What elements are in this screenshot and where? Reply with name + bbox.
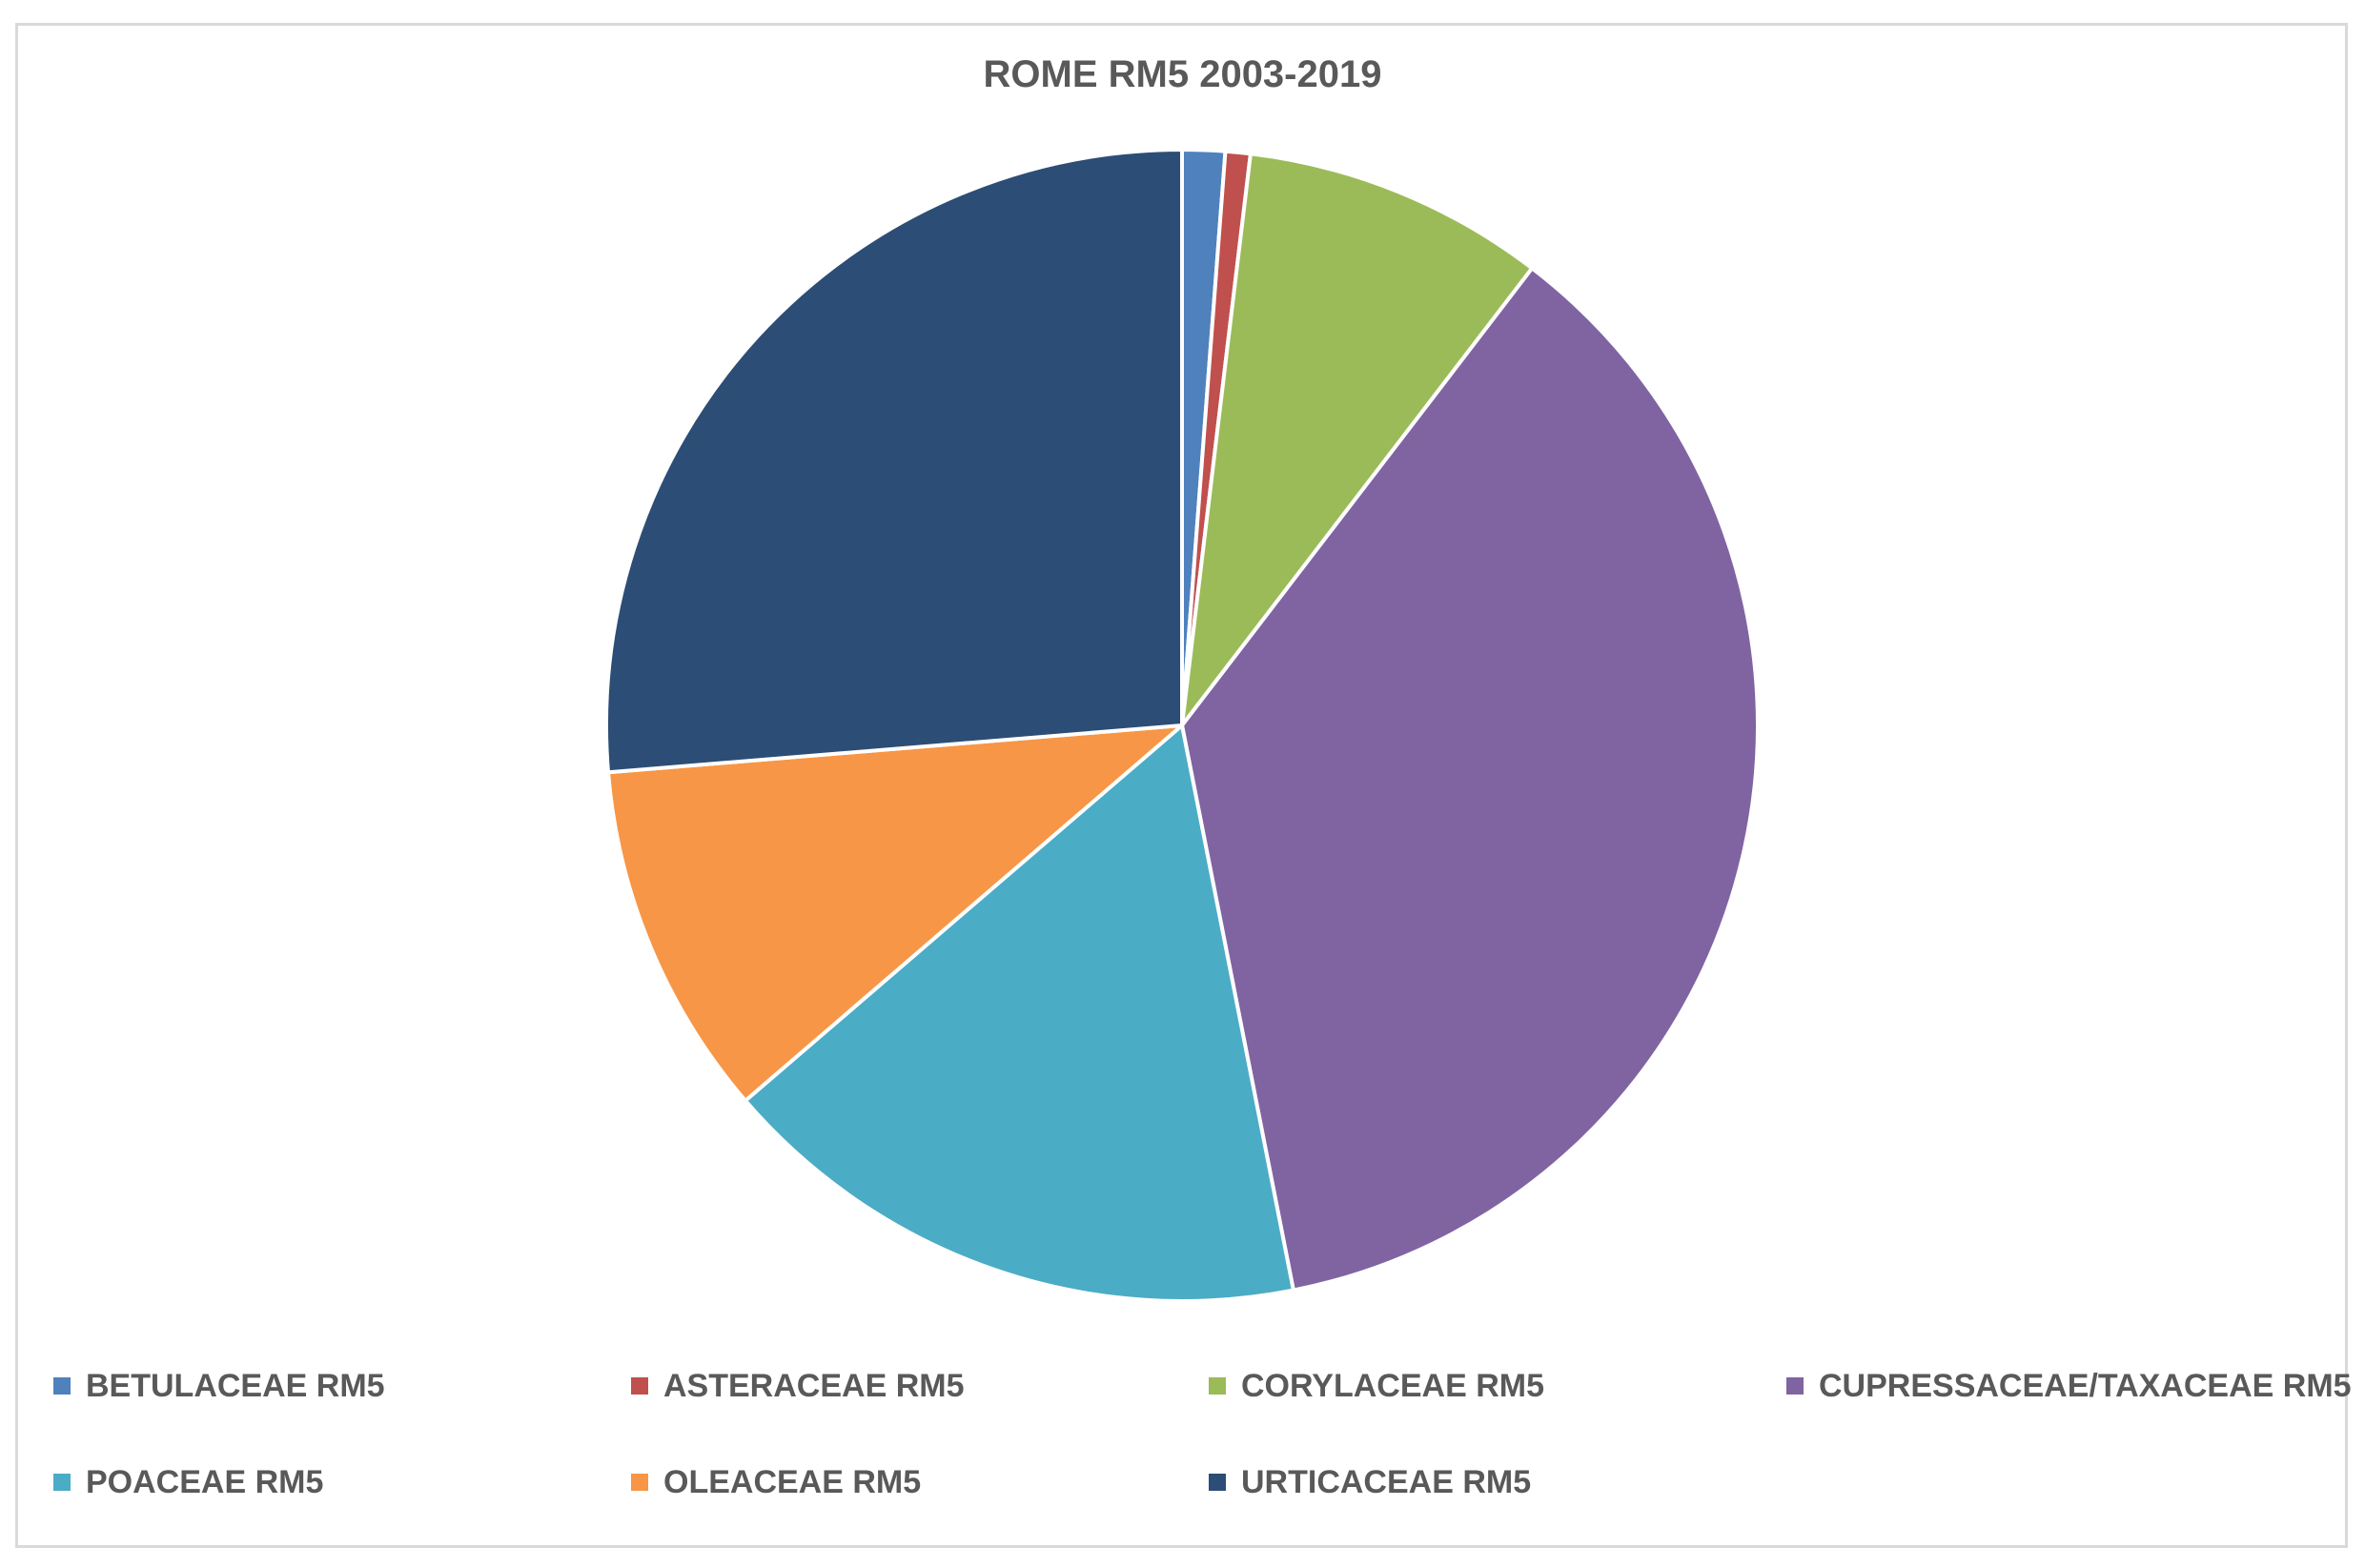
legend-label: CORYLACEAE RM5 xyxy=(1241,1367,1544,1404)
legend-swatch xyxy=(53,1377,71,1395)
legend-swatch xyxy=(631,1377,648,1395)
legend-label: OLEACEAE RM5 xyxy=(663,1463,922,1500)
legend-item-urticaceae: URTICACEAE RM5 xyxy=(1209,1461,1531,1503)
pie-slice-poaceae-rm5 xyxy=(743,723,1295,1303)
chart-title: ROME RM5 2003-2019 xyxy=(983,53,1382,95)
legend-item-cupressaceae-taxaceae: CUPRESSACEAE/TAXACEAE RM5 xyxy=(1786,1365,2352,1407)
legend-item-oleaceae: OLEACEAE RM5 xyxy=(631,1461,921,1503)
pie-slice-oleaceae-rm5 xyxy=(606,723,1184,1103)
pie-slice-corylaceae-rm5 xyxy=(1180,152,1535,727)
legend-item-corylaceae: CORYLACEAE RM5 xyxy=(1209,1365,1544,1407)
legend-swatch xyxy=(1786,1377,1804,1395)
legend-item-poaceae: POACEAE RM5 xyxy=(53,1461,323,1503)
legend-item-asteraceae: ASTERACEAE RM5 xyxy=(631,1365,964,1407)
legend-label: URTICACEAE RM5 xyxy=(1241,1463,1532,1500)
legend-swatch xyxy=(53,1474,71,1491)
legend-label: POACEAE RM5 xyxy=(86,1463,324,1500)
legend-label: BETULACEAE RM5 xyxy=(86,1367,385,1404)
legend-label: ASTERACEAE RM5 xyxy=(663,1367,965,1404)
legend-swatch xyxy=(631,1474,648,1491)
pie-slice-urticaceae-rm5 xyxy=(604,148,1184,775)
legend-label: CUPRESSACEAE/TAXACEAE RM5 xyxy=(1819,1367,2352,1404)
legend-item-betulaceae: BETULACEAE RM5 xyxy=(53,1365,385,1407)
pie-slice-cupressaceae-taxaceae-rm5 xyxy=(1180,266,1760,1293)
legend-swatch xyxy=(1209,1377,1226,1395)
legend-swatch xyxy=(1209,1474,1226,1491)
